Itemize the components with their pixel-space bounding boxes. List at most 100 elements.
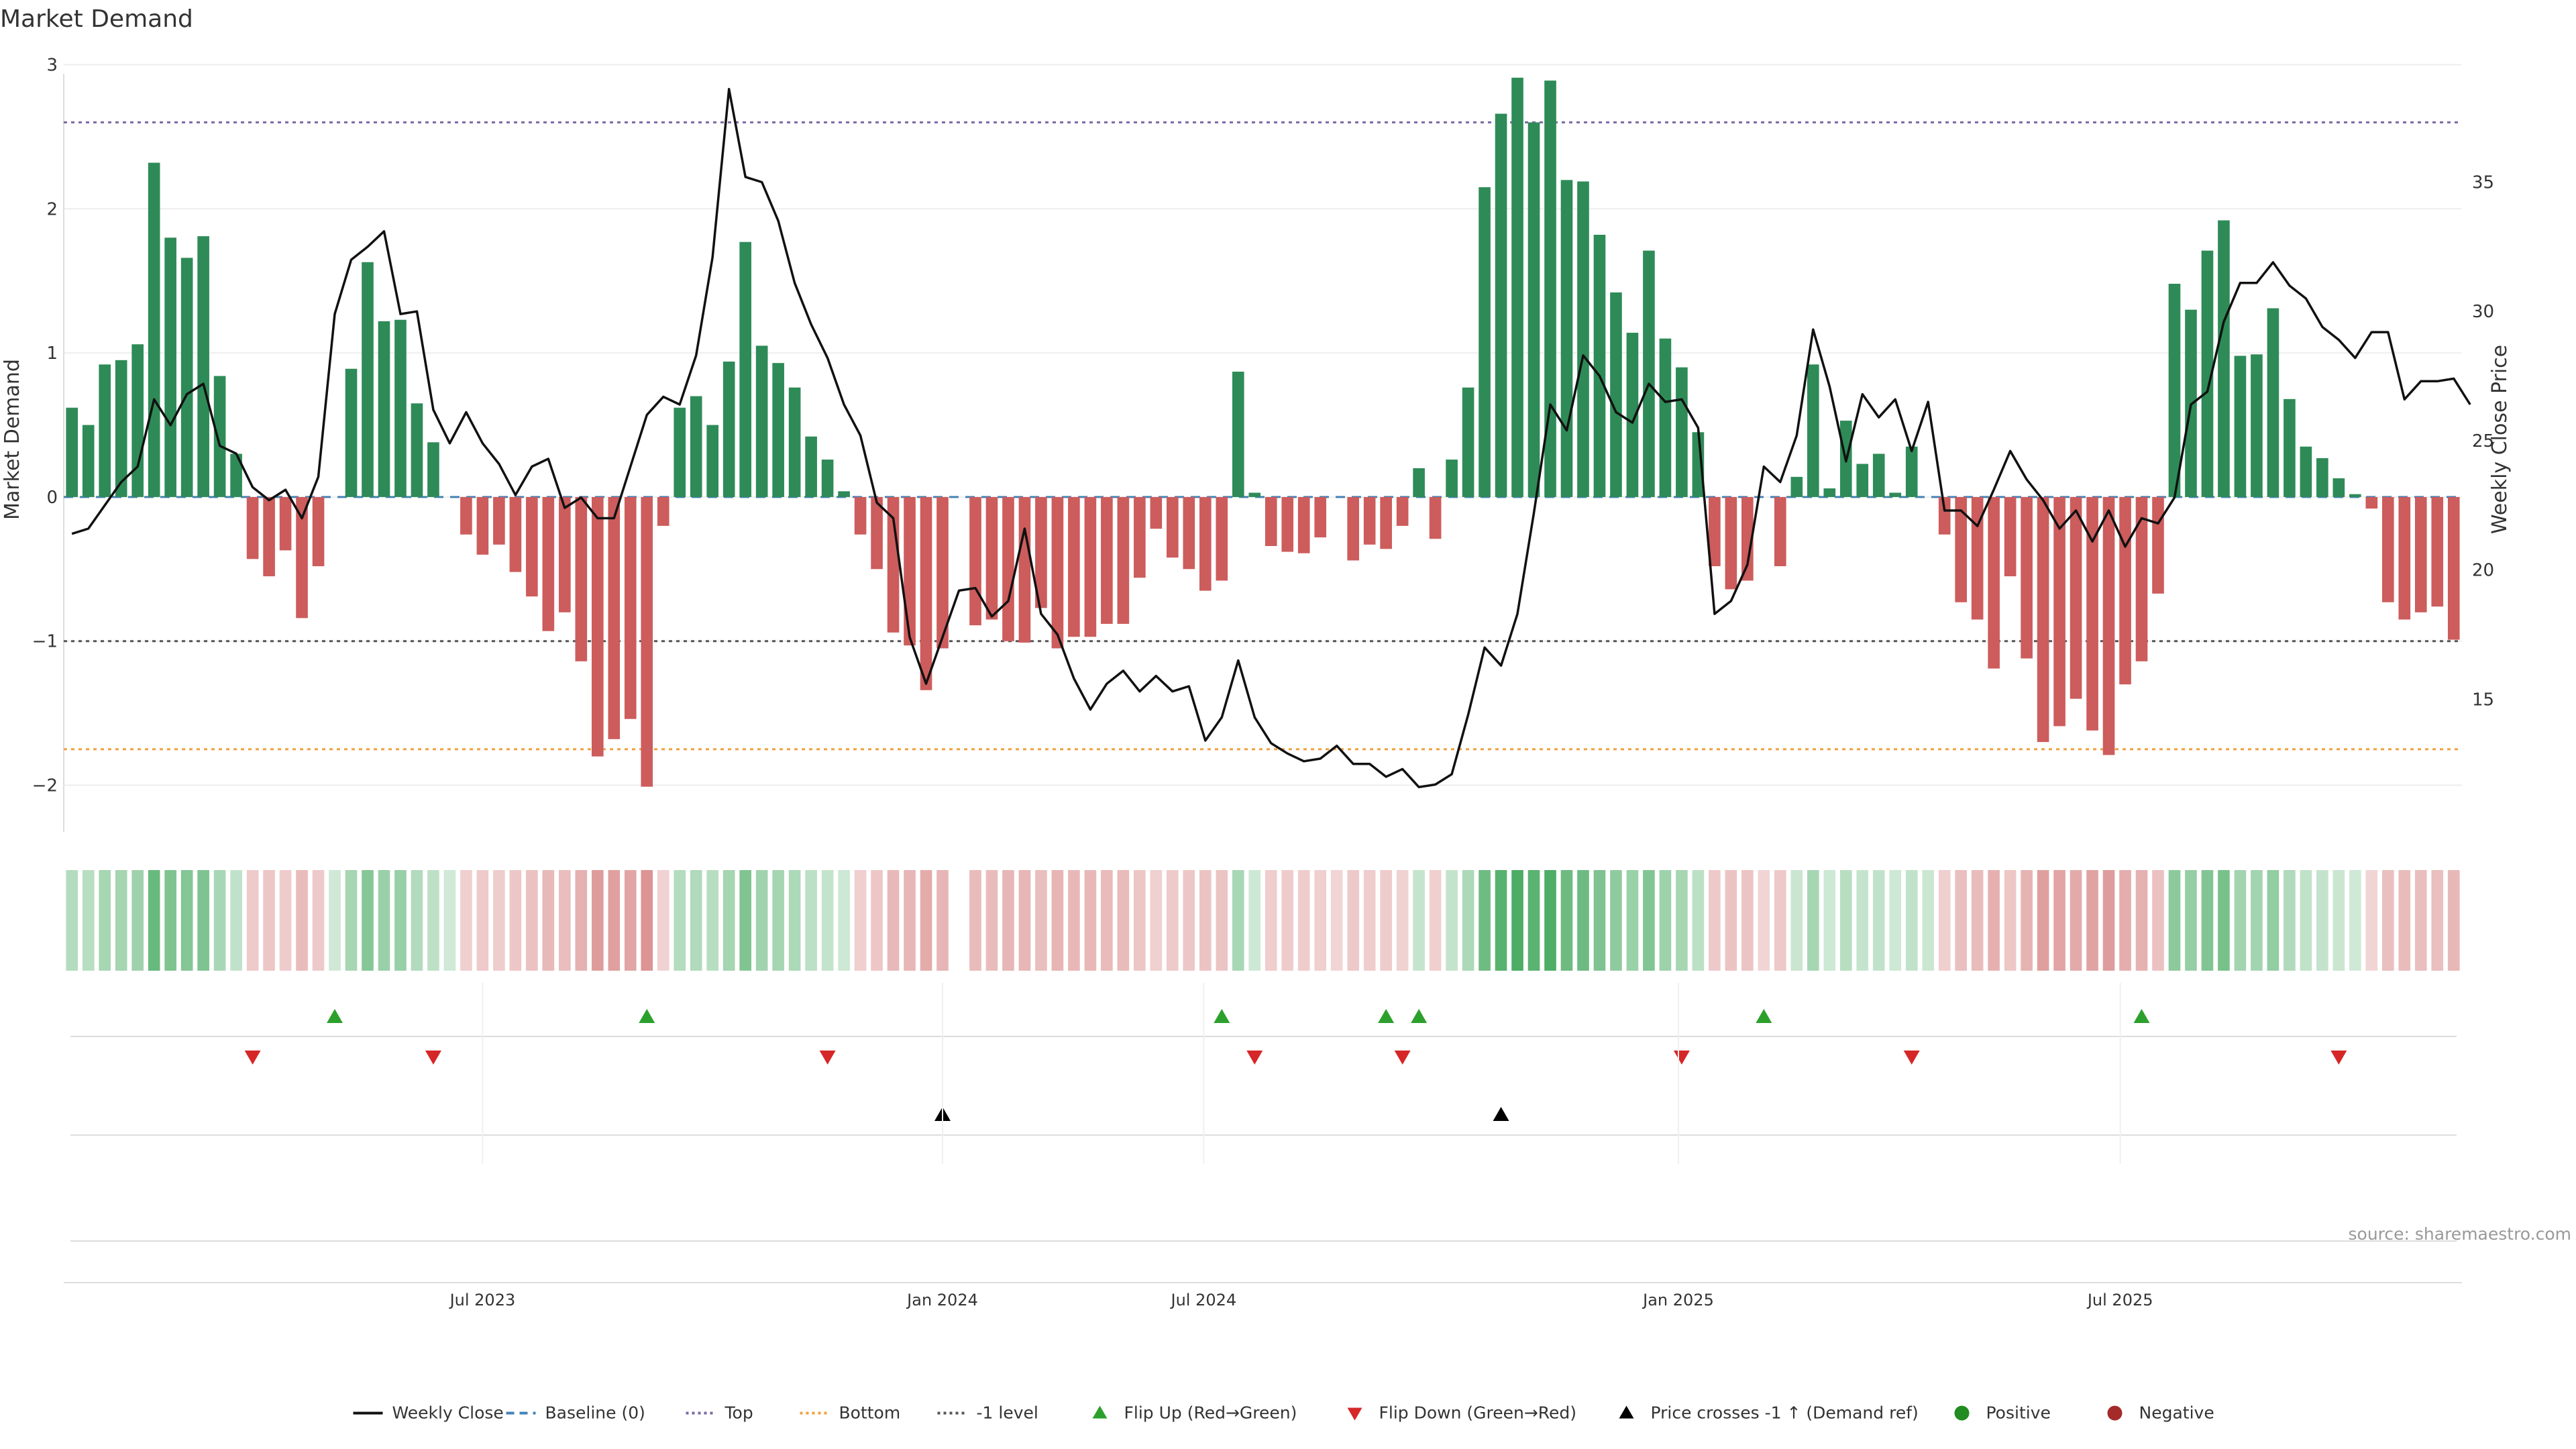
heat-cell — [1955, 870, 1967, 971]
flip-up-marker — [1378, 1009, 1395, 1023]
flip-down-marker — [1394, 1051, 1411, 1065]
heat-cell — [2332, 870, 2345, 971]
heat-cell — [2004, 870, 2017, 971]
flip-up-marker — [327, 1009, 343, 1023]
demand-bar — [690, 396, 702, 497]
y-tick-label: 3 — [46, 55, 58, 75]
heat-cell — [411, 870, 423, 971]
heat-cell — [312, 870, 325, 971]
heat-cell — [1035, 870, 1047, 971]
heat-cell — [493, 870, 505, 971]
heat-cell — [1872, 870, 1885, 971]
legend-label: Positive — [1986, 1403, 2051, 1423]
x-tick-label: Jul 2024 — [1170, 1291, 1237, 1309]
heat-cell — [821, 870, 834, 971]
demand-bar — [1363, 496, 1376, 545]
y-tick-label: 0 — [46, 488, 58, 508]
demand-bar — [2447, 496, 2460, 640]
heat-cell — [739, 870, 751, 971]
heat-cell — [362, 870, 374, 971]
demand-bar — [838, 491, 850, 497]
demand-bar — [772, 363, 784, 497]
weekly-close-line — [71, 88, 2471, 789]
demand-bar — [526, 496, 538, 597]
demand-bar — [2102, 496, 2115, 755]
heat-cell — [904, 870, 916, 971]
demand-bar — [2251, 354, 2263, 497]
heat-cell — [1297, 870, 1310, 971]
heat-cell — [394, 870, 407, 971]
demand-bar — [2398, 496, 2411, 620]
event-markers — [64, 1009, 2462, 1283]
demand-bar — [66, 407, 78, 497]
y2-axis-label: Weekly Close Price — [2488, 345, 2512, 534]
demand-bar — [2004, 496, 2017, 577]
heat-cell — [788, 870, 801, 971]
demand-bar — [1068, 496, 1080, 637]
heat-cell — [2218, 870, 2230, 971]
demand-bar — [657, 496, 669, 526]
heat-cell — [460, 870, 472, 971]
flip-down-marker — [1673, 1051, 1690, 1065]
demand-bar — [624, 496, 637, 719]
demand-bar — [2234, 356, 2247, 497]
demand-bar — [394, 319, 407, 497]
heat-cell — [1101, 870, 1113, 971]
heat-cell — [1183, 870, 1195, 971]
heat-cell — [378, 870, 390, 971]
demand-bar — [2349, 494, 2361, 497]
heat-cell — [1774, 870, 1786, 971]
demand-bar — [1167, 496, 1179, 558]
heat-cell — [1248, 870, 1261, 971]
demand-bar — [1150, 496, 1163, 529]
demand-bar — [1626, 333, 1639, 497]
legend-item: Negative — [2107, 1403, 2214, 1423]
demand-bar — [969, 496, 981, 626]
heat-cell — [2365, 870, 2378, 971]
heat-cell — [2053, 870, 2065, 971]
demand-bar — [1676, 367, 1688, 497]
demand-bar — [1413, 468, 1425, 497]
demand-bar — [821, 460, 834, 497]
heat-cell — [509, 870, 522, 971]
y-tick-label: −1 — [32, 632, 58, 652]
heat-cell — [2381, 870, 2394, 971]
demand-bar — [2021, 496, 2033, 659]
demand-bar — [213, 376, 226, 497]
legend-item: Price crosses -1 ↑ (Demand ref) — [1619, 1403, 1919, 1423]
heat-cell — [2021, 870, 2033, 971]
heat-cell — [854, 870, 867, 971]
demand-bar — [263, 496, 275, 577]
heat-cell — [1922, 870, 1935, 971]
y2-tick-label: 25 — [2472, 431, 2494, 451]
demand-bar — [115, 360, 127, 497]
heat-cell — [641, 870, 653, 971]
heat-cell — [1051, 870, 1064, 971]
demand-bar — [1281, 496, 1294, 552]
demand-bar — [180, 258, 193, 497]
demand-bar — [279, 496, 292, 551]
heat-cell — [591, 870, 604, 971]
heat-cell — [1380, 870, 1392, 971]
demand-bar — [378, 321, 390, 497]
heat-cell — [1347, 870, 1359, 971]
heat-cell — [1199, 870, 1212, 971]
demand-bar — [2119, 496, 2131, 685]
heat-cell — [2119, 870, 2131, 971]
heat-cell — [115, 870, 127, 971]
heat-cell — [1577, 870, 1589, 971]
demand-bar — [1446, 460, 1458, 497]
demand-bar — [296, 496, 308, 619]
demand-bar — [706, 425, 719, 497]
demand-bar — [2300, 446, 2312, 497]
heat-cell — [1544, 870, 1556, 971]
demand-bar — [1593, 234, 1606, 497]
flip-up-marker — [2133, 1009, 2150, 1023]
demand-bar — [1297, 496, 1310, 553]
demand-bar — [230, 453, 242, 497]
demand-bar — [1495, 113, 1507, 497]
heat-cell — [2086, 870, 2098, 971]
flip-down-marker — [244, 1051, 261, 1065]
legend-negative-dot — [2107, 1405, 2123, 1421]
